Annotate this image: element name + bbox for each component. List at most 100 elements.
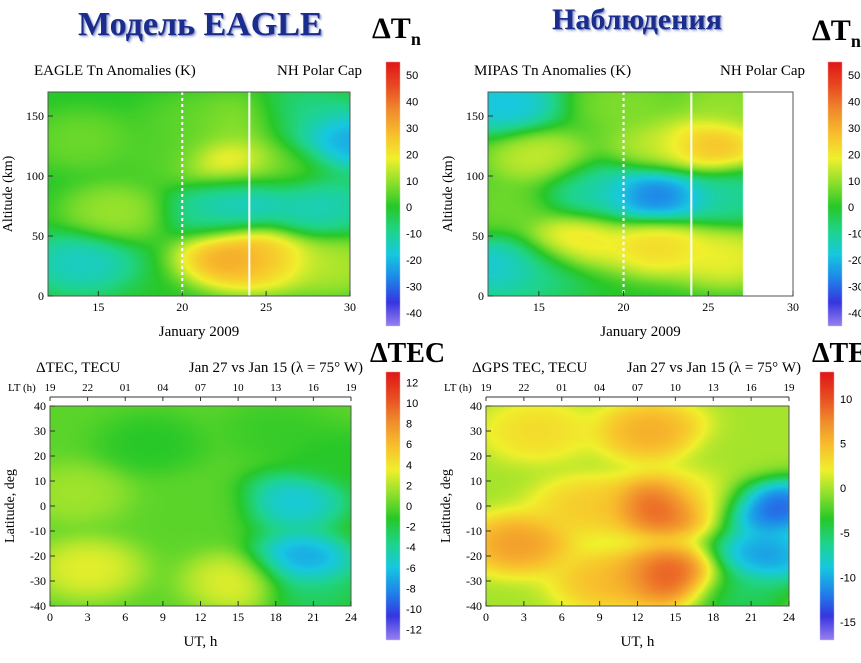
lt-tick-label: 04 [594, 382, 606, 394]
y-tick-label: -40 [30, 599, 46, 613]
plot-title-right: NH Polar Cap [277, 63, 362, 79]
x-tick-label: 25 [702, 300, 714, 314]
x-axis-label: January 2009 [600, 324, 680, 340]
x-tick-label: 21 [745, 610, 757, 624]
dtec-symbol-left: ΔTEC [370, 338, 446, 369]
x-tick-label: 30 [344, 300, 356, 314]
plot-frame [485, 405, 790, 607]
observations-heading: Наблюдения [552, 3, 722, 36]
y-axis-label: Latitude, deg [3, 469, 18, 543]
y-tick-label: 0 [476, 499, 482, 513]
colorbar-tick-label: 20 [406, 149, 418, 161]
y-tick-label: 30 [34, 424, 46, 438]
x-tick-label: 20 [618, 300, 630, 314]
x-tick-label: 20 [176, 300, 188, 314]
dtn-symbol-right: ΔTn [812, 14, 861, 51]
colorbar-tick-label: 10 [406, 176, 418, 188]
lt-tick-label: 19 [784, 382, 796, 394]
colorbar-tick-label: -2 [406, 522, 416, 534]
colorbar-tick-label: -10 [406, 604, 422, 616]
colorbar-tick-label: 10 [406, 398, 418, 410]
plot-frame [49, 405, 352, 607]
y-tick-label: 20 [470, 449, 482, 463]
lt-axis-label: LT (h) [8, 382, 36, 394]
colorbar-tick-label: 12 [406, 377, 418, 389]
colorbar-tick-label: -10 [406, 229, 422, 241]
colorbar-tick-label: -10 [848, 229, 861, 241]
lt-tick-label: 13 [270, 382, 282, 394]
lt-tick-label: 01 [120, 382, 131, 394]
dtn-symbol-left: ΔTn [372, 12, 421, 49]
y-tick-label: -10 [466, 524, 482, 538]
colorbar-tick-label: 0 [840, 483, 846, 495]
colorbar-tick-label: -6 [406, 563, 416, 575]
x-tick-label: 9 [597, 610, 603, 624]
colorbar-tick-label: -4 [406, 542, 416, 554]
x-tick-label: 25 [260, 300, 272, 314]
colorbar-tick-label: -20 [848, 255, 861, 267]
plot-title-left: EAGLE Tn Anomalies (K) [34, 63, 196, 79]
lt-tick-label: 07 [632, 382, 644, 394]
x-tick-label: 24 [783, 610, 795, 624]
colorbar-tick-label: 30 [406, 123, 418, 135]
colorbar-tick-label: -40 [848, 308, 861, 320]
x-tick-label: 0 [47, 610, 53, 624]
y-tick-label: 10 [470, 474, 482, 488]
x-tick-label: 3 [521, 610, 527, 624]
x-tick-label: 6 [559, 610, 565, 624]
colorbar-tick-label: 4 [406, 460, 412, 472]
x-tick-label: 12 [632, 610, 644, 624]
colorbar-tick-label: -15 [840, 617, 856, 629]
colorbar-tick-label: 0 [848, 202, 854, 214]
colorbar-tick-label: -20 [406, 255, 422, 267]
x-axis-label: January 2009 [159, 324, 239, 340]
lt-tick-label: 10 [670, 382, 682, 394]
colorbar-tick-label: 30 [848, 123, 860, 135]
x-tick-label: 24 [345, 610, 357, 624]
colorbar-tick-label: 5 [840, 438, 846, 450]
colorbar-tick-label: 50 [848, 70, 860, 82]
plot-title-left: ΔTEC, TECU [36, 360, 121, 376]
y-tick-label: 100 [466, 169, 484, 183]
y-tick-label: 0 [38, 289, 44, 303]
colorbar-tick-label: -40 [406, 308, 422, 320]
lt-tick-label: 13 [708, 382, 720, 394]
x-tick-label: 30 [787, 300, 799, 314]
y-tick-label: 0 [40, 499, 46, 513]
y-tick-label: 150 [26, 109, 44, 123]
plot-title-right: NH Polar Cap [720, 63, 805, 79]
x-tick-label: 15 [92, 300, 104, 314]
x-tick-label: 15 [232, 610, 244, 624]
y-tick-label: 20 [34, 449, 46, 463]
lt-tick-label: 19 [45, 382, 57, 394]
lt-tick-label: 22 [82, 382, 93, 394]
x-tick-label: 21 [307, 610, 319, 624]
dtec-symbol-right: ΔTE [812, 338, 861, 369]
lt-axis-label: LT (h) [444, 382, 472, 394]
plot-title-right: Jan 27 vs Jan 15 (λ = 75° W) [627, 360, 801, 376]
x-tick-label: 6 [122, 610, 128, 624]
lt-tick-label: 07 [195, 382, 207, 394]
colorbar-tick-label: -30 [406, 281, 422, 293]
lt-tick-label: 01 [556, 382, 567, 394]
x-tick-label: 3 [85, 610, 91, 624]
y-tick-label: -30 [466, 574, 482, 588]
x-tick-label: 15 [669, 610, 681, 624]
x-tick-label: 18 [270, 610, 282, 624]
colorbar-tick-label: 2 [406, 480, 412, 492]
plot-title-left: ΔGPS TEC, TECU [472, 360, 588, 376]
x-tick-label: 0 [483, 610, 489, 624]
plot-frame [47, 91, 351, 297]
lt-tick-label: 16 [746, 382, 758, 394]
y-tick-label: 50 [32, 229, 44, 243]
x-tick-label: 15 [533, 300, 545, 314]
colorbar-tick-label: -5 [840, 528, 850, 540]
lt-tick-label: 19 [481, 382, 493, 394]
x-tick-label: 12 [195, 610, 207, 624]
y-tick-label: -30 [30, 574, 46, 588]
lt-tick-label: 10 [233, 382, 245, 394]
y-tick-label: 40 [470, 399, 482, 413]
colorbar-tick-label: -8 [406, 583, 416, 595]
